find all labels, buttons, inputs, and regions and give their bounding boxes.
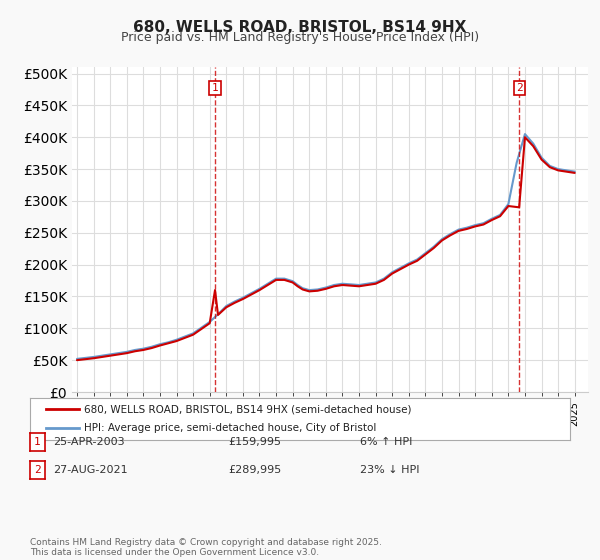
Text: 2: 2 [34, 465, 41, 475]
Text: 680, WELLS ROAD, BRISTOL, BS14 9HX (semi-detached house): 680, WELLS ROAD, BRISTOL, BS14 9HX (semi… [84, 404, 412, 414]
Text: 25-APR-2003: 25-APR-2003 [53, 437, 124, 447]
Text: 1: 1 [212, 83, 218, 93]
Text: 23% ↓ HPI: 23% ↓ HPI [360, 465, 419, 475]
Text: £159,995: £159,995 [228, 437, 281, 447]
Text: £289,995: £289,995 [228, 465, 281, 475]
Text: Contains HM Land Registry data © Crown copyright and database right 2025.
This d: Contains HM Land Registry data © Crown c… [30, 538, 382, 557]
Text: 1: 1 [34, 437, 41, 447]
Text: Price paid vs. HM Land Registry's House Price Index (HPI): Price paid vs. HM Land Registry's House … [121, 31, 479, 44]
Text: HPI: Average price, semi-detached house, City of Bristol: HPI: Average price, semi-detached house,… [84, 423, 376, 433]
Text: 680, WELLS ROAD, BRISTOL, BS14 9HX: 680, WELLS ROAD, BRISTOL, BS14 9HX [133, 20, 467, 35]
Text: 6% ↑ HPI: 6% ↑ HPI [360, 437, 412, 447]
Text: 2: 2 [516, 83, 523, 93]
Text: 27-AUG-2021: 27-AUG-2021 [53, 465, 127, 475]
